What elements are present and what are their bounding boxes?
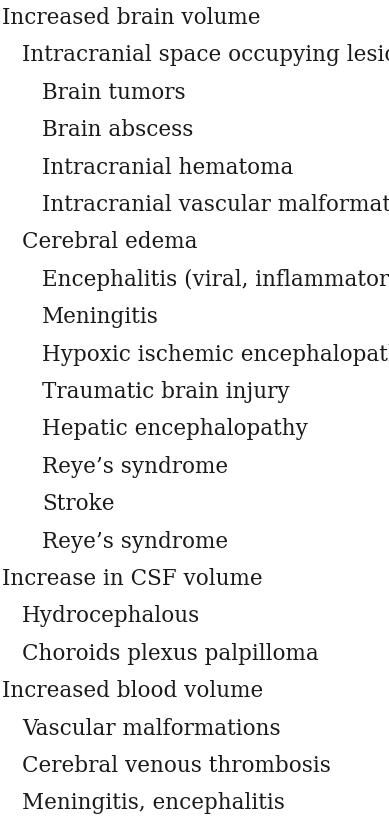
Text: Intracranial vascular malformation: Intracranial vascular malformation	[42, 194, 389, 216]
Text: Meningitis: Meningitis	[42, 306, 159, 328]
Text: Reye’s syndrome: Reye’s syndrome	[42, 456, 228, 478]
Text: Cerebral venous thrombosis: Cerebral venous thrombosis	[22, 755, 331, 777]
Text: Traumatic brain injury: Traumatic brain injury	[42, 381, 290, 403]
Text: Increased blood volume: Increased blood volume	[2, 680, 263, 702]
Text: Vascular malformations: Vascular malformations	[22, 718, 280, 740]
Text: Intracranial hematoma: Intracranial hematoma	[42, 156, 293, 179]
Text: Meningitis, encephalitis: Meningitis, encephalitis	[22, 793, 285, 815]
Text: Intracranial space occupying lesions: Intracranial space occupying lesions	[22, 44, 389, 67]
Text: Increase in CSF volume: Increase in CSF volume	[2, 568, 263, 590]
Text: Encephalitis (viral, inflammatory): Encephalitis (viral, inflammatory)	[42, 269, 389, 291]
Text: Cerebral edema: Cerebral edema	[22, 231, 198, 253]
Text: Increased brain volume: Increased brain volume	[2, 7, 261, 29]
Text: Brain tumors: Brain tumors	[42, 81, 186, 104]
Text: Choroids plexus palpilloma: Choroids plexus palpilloma	[22, 643, 319, 665]
Text: Brain abscess: Brain abscess	[42, 119, 193, 142]
Text: Hepatic encephalopathy: Hepatic encephalopathy	[42, 418, 308, 440]
Text: Hydrocephalous: Hydrocephalous	[22, 606, 200, 627]
Text: Reye’s syndrome: Reye’s syndrome	[42, 531, 228, 552]
Text: Hypoxic ischemic encephalopathy: Hypoxic ischemic encephalopathy	[42, 343, 389, 365]
Text: Stroke: Stroke	[42, 493, 114, 515]
